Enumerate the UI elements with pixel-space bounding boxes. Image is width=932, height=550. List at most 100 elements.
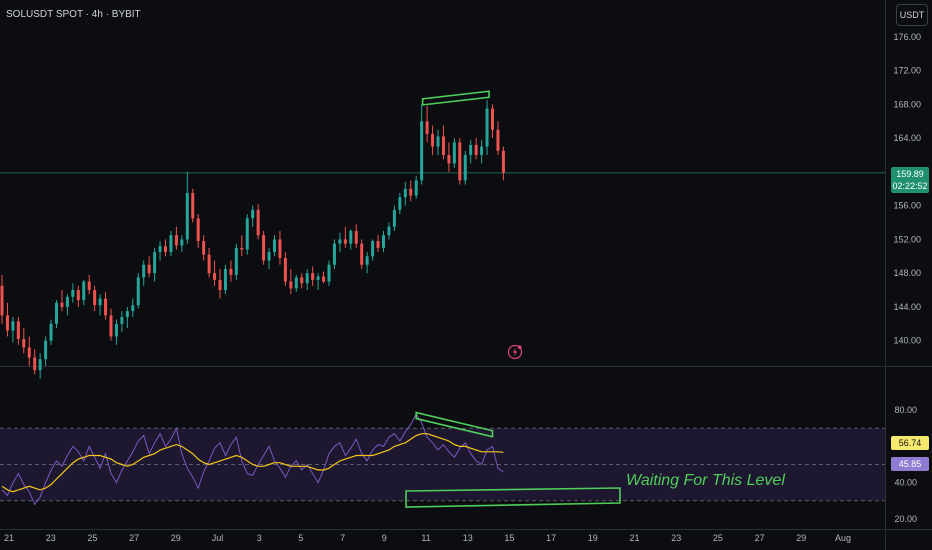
candle-down bbox=[213, 273, 217, 280]
candle-up bbox=[436, 136, 440, 147]
time-tick-label: 27 bbox=[129, 533, 139, 543]
candle-up bbox=[251, 209, 255, 219]
candle-up bbox=[403, 188, 407, 198]
time-tick-label: 17 bbox=[546, 533, 556, 543]
rsi-divergence-line bbox=[415, 411, 494, 438]
candle-down bbox=[300, 277, 304, 284]
candle-down bbox=[474, 144, 478, 156]
time-tick-label: 15 bbox=[504, 533, 514, 543]
last-price-value: 159.89 bbox=[896, 169, 924, 179]
candle-up bbox=[294, 277, 298, 289]
candle-up bbox=[305, 273, 309, 284]
price-candles bbox=[0, 100, 505, 379]
candle-up bbox=[365, 256, 369, 265]
candle-up bbox=[338, 239, 342, 244]
candle-up bbox=[327, 264, 331, 282]
annotation-text[interactable]: Waiting For This Level bbox=[626, 472, 785, 489]
candle-up bbox=[223, 268, 227, 291]
candle-up bbox=[332, 243, 336, 265]
candle-down bbox=[104, 298, 108, 316]
candle-down bbox=[164, 246, 167, 253]
candle-up bbox=[98, 298, 102, 306]
candle-up bbox=[349, 230, 353, 244]
rsi-tick-label: 20.00 bbox=[894, 514, 917, 524]
drawings-layer[interactable] bbox=[405, 90, 621, 508]
candle-down bbox=[501, 150, 505, 173]
time-tick-label: 9 bbox=[382, 533, 387, 543]
candle-up bbox=[371, 241, 375, 257]
candle-up bbox=[82, 281, 86, 301]
candle-down bbox=[447, 155, 451, 164]
candle-up bbox=[49, 323, 53, 341]
time-tick-label: 25 bbox=[87, 533, 97, 543]
candle-up bbox=[131, 305, 135, 312]
price-tick-label: 176.00 bbox=[893, 32, 921, 42]
price-tick-label: 172.00 bbox=[893, 66, 921, 76]
price-top-trendline bbox=[421, 90, 490, 106]
bar-countdown: 02:22:52 bbox=[892, 181, 928, 191]
candle-up bbox=[420, 121, 424, 181]
candle-down bbox=[147, 264, 151, 274]
candle-up bbox=[273, 239, 276, 253]
time-tick-label: 19 bbox=[588, 533, 598, 543]
candle-down bbox=[458, 142, 462, 181]
candle-up bbox=[267, 252, 271, 261]
candle-down bbox=[262, 235, 266, 261]
candle-down bbox=[354, 230, 358, 244]
time-tick-label: 23 bbox=[671, 533, 681, 543]
candle-down bbox=[60, 302, 64, 307]
candle-down bbox=[22, 338, 26, 348]
candle-down bbox=[441, 136, 445, 156]
price-tick-label: 152.00 bbox=[893, 234, 921, 244]
candle-up bbox=[180, 239, 184, 246]
rsi-tick-label: 40.00 bbox=[894, 478, 917, 488]
candle-up bbox=[136, 277, 140, 306]
candle-down bbox=[16, 321, 20, 339]
candle-up bbox=[120, 317, 124, 324]
candle-down bbox=[5, 315, 9, 331]
candle-down bbox=[174, 235, 178, 246]
candle-up bbox=[44, 340, 48, 360]
candle-down bbox=[27, 347, 31, 358]
candle-up bbox=[125, 311, 129, 318]
time-tick-label: 29 bbox=[171, 533, 181, 543]
candle-up bbox=[185, 193, 189, 240]
candle-up bbox=[142, 264, 146, 278]
candle-up bbox=[158, 246, 162, 253]
candle-up bbox=[169, 235, 173, 253]
candle-down bbox=[283, 257, 287, 282]
candle-up bbox=[71, 290, 75, 297]
candle-down bbox=[202, 241, 206, 255]
time-tick-label: Aug bbox=[835, 533, 851, 543]
candle-up bbox=[469, 144, 473, 156]
candle-up bbox=[11, 321, 15, 331]
candle-up bbox=[387, 226, 391, 236]
price-tick-label: 168.00 bbox=[893, 99, 921, 109]
candle-down bbox=[496, 129, 500, 151]
flash-icon[interactable] bbox=[507, 344, 523, 360]
price-tick-label: 164.00 bbox=[893, 133, 921, 143]
candle-up bbox=[452, 142, 456, 164]
time-tick-label: 5 bbox=[298, 533, 303, 543]
rsi-value-tag: 45.85 bbox=[891, 457, 929, 471]
candle-down bbox=[376, 241, 380, 248]
time-axis[interactable]: 21 23 25 27 29 Jul 3 5 7 9 11 13 15 17 19 21 23 25 27 29 Aug bbox=[4, 533, 851, 543]
time-tick-label: 21 bbox=[629, 533, 639, 543]
candle-down bbox=[491, 108, 494, 130]
candle-down bbox=[311, 273, 315, 280]
candle-down bbox=[93, 290, 97, 306]
rsi-pane[interactable] bbox=[0, 412, 885, 506]
candle-down bbox=[431, 133, 435, 147]
currency-button[interactable]: USDT bbox=[896, 4, 928, 26]
candle-down bbox=[87, 281, 91, 291]
time-tick-label: 23 bbox=[46, 533, 56, 543]
rsi-ma-value-tag: 56.74 bbox=[891, 436, 929, 450]
candle-down bbox=[196, 218, 200, 242]
price-tick-label: 140.00 bbox=[893, 336, 921, 346]
symbol-title[interactable]: SOLUSDT SPOT · 4h · BYBIT bbox=[6, 9, 141, 20]
time-tick-label: 13 bbox=[463, 533, 473, 543]
price-axis[interactable]: 176.00 172.00 168.00 164.00 156.00 152.00 148.… bbox=[893, 32, 921, 346]
